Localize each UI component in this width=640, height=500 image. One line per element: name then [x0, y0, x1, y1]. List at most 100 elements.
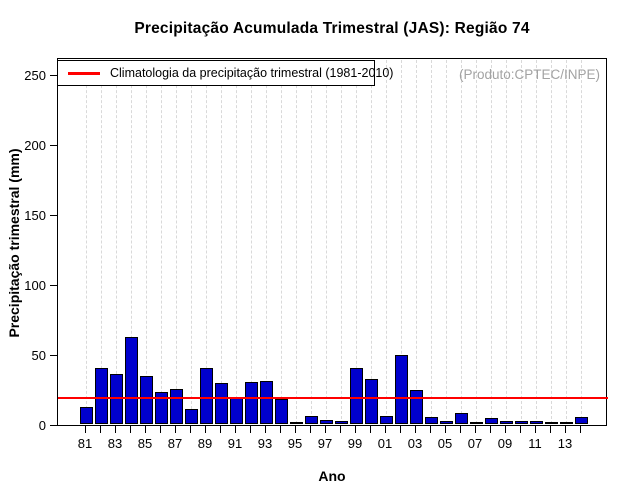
gridline-1988 — [191, 60, 192, 424]
bar-2010 — [515, 421, 528, 424]
y-tick-50 — [50, 355, 57, 356]
x-tick-1988 — [190, 426, 191, 433]
bar-1982 — [95, 368, 108, 424]
x-tick-label-1997: 97 — [317, 436, 333, 451]
x-tick-label-2013: 13 — [557, 436, 573, 451]
gridline-2002 — [401, 60, 402, 424]
x-tick-label-2001: 01 — [377, 436, 393, 451]
bar-1985 — [140, 376, 153, 424]
gridline-2008 — [491, 60, 492, 424]
x-tick-1981 — [85, 426, 86, 433]
x-tick-1984 — [130, 426, 131, 433]
y-tick-label-250: 250 — [24, 68, 46, 83]
bar-1990 — [215, 383, 228, 424]
y-tick-label-200: 200 — [24, 138, 46, 153]
chart-title: Precipitação Acumulada Trimestral (JAS):… — [134, 20, 530, 37]
x-tick-label-1981: 81 — [77, 436, 93, 451]
gridline-2013 — [566, 60, 567, 424]
x-tick-1994 — [280, 426, 281, 433]
x-tick-2005 — [445, 426, 446, 433]
bar-1999 — [350, 368, 363, 424]
x-tick-2004 — [430, 426, 431, 433]
x-axis-label: Ano — [318, 468, 346, 484]
gridline-1982 — [101, 60, 102, 424]
gridline-2014 — [581, 60, 582, 424]
x-tick-2014 — [580, 426, 581, 433]
x-tick-2008 — [490, 426, 491, 433]
bar-2005 — [440, 421, 453, 424]
x-tick-1996 — [310, 426, 311, 433]
bar-1984 — [125, 337, 138, 424]
x-tick-1989 — [205, 426, 206, 433]
x-tick-1995 — [295, 426, 296, 433]
x-tick-1992 — [250, 426, 251, 433]
x-tick-1987 — [175, 426, 176, 433]
x-tick-2001 — [385, 426, 386, 433]
x-tick-1998 — [340, 426, 341, 433]
x-tick-1999 — [355, 426, 356, 433]
gridline-1987 — [176, 60, 177, 424]
bar-2013 — [560, 422, 573, 424]
gridline-2003 — [416, 60, 417, 424]
y-tick-label-50: 50 — [31, 348, 46, 363]
gridline-1986 — [161, 60, 162, 424]
y-axis-label: Precipitação trimestral (mm) — [6, 148, 22, 338]
y-tick-200 — [50, 145, 57, 146]
x-tick-2002 — [400, 426, 401, 433]
plot-area: Climatologia da precipitação trimestral … — [57, 58, 608, 426]
bar-1996 — [305, 416, 318, 424]
x-tick-label-2007: 07 — [467, 436, 483, 451]
x-tick-label-2009: 09 — [497, 436, 513, 451]
y-tick-label-150: 150 — [24, 208, 46, 223]
gridline-2001 — [386, 60, 387, 424]
x-tick-label-2011: 11 — [528, 436, 542, 451]
bar-2014 — [575, 417, 588, 424]
bar-2002 — [395, 355, 408, 424]
x-tick-2012 — [550, 426, 551, 433]
bar-1993 — [260, 381, 273, 424]
legend-line-sample-icon — [68, 71, 100, 75]
gridline-1995 — [296, 60, 297, 424]
bar-1991 — [230, 397, 243, 424]
x-tick-1985 — [145, 426, 146, 433]
gridline-1996 — [311, 60, 312, 424]
bar-1981 — [80, 407, 93, 424]
bar-1983 — [110, 374, 123, 424]
bar-1995 — [290, 422, 303, 424]
x-tick-label-1985: 85 — [137, 436, 153, 451]
gridline-2011 — [536, 60, 537, 424]
bar-1988 — [185, 409, 198, 424]
producer-watermark: (Produto:CPTEC/INPE) — [458, 67, 600, 82]
bar-1987 — [170, 389, 183, 424]
gridline-2012 — [551, 60, 552, 424]
bar-1994 — [275, 399, 288, 424]
x-tick-2000 — [370, 426, 371, 433]
x-tick-label-1991: 91 — [227, 436, 243, 451]
gridline-1984 — [131, 60, 132, 424]
x-tick-2007 — [475, 426, 476, 433]
x-tick-1990 — [220, 426, 221, 433]
bar-2006 — [455, 413, 468, 424]
gridline-1993 — [266, 60, 267, 424]
gridline-1997 — [326, 60, 327, 424]
gridline-1998 — [341, 60, 342, 424]
gridline-1994 — [281, 60, 282, 424]
bar-2011 — [530, 421, 543, 424]
gridline-1992 — [251, 60, 252, 424]
gridline-1999 — [356, 60, 357, 424]
gridline-1991 — [236, 60, 237, 424]
bar-1997 — [320, 420, 333, 424]
y-tick-100 — [50, 285, 57, 286]
gridline-1989 — [206, 60, 207, 424]
x-tick-1997 — [325, 426, 326, 433]
bar-2001 — [380, 416, 393, 424]
gridline-2010 — [521, 60, 522, 424]
bar-1989 — [200, 368, 213, 424]
y-tick-label-100: 100 — [24, 278, 46, 293]
x-tick-label-1999: 99 — [347, 436, 363, 451]
climatology-line — [58, 397, 608, 399]
x-tick-1986 — [160, 426, 161, 433]
gridline-2004 — [431, 60, 432, 424]
bar-2009 — [500, 421, 513, 424]
